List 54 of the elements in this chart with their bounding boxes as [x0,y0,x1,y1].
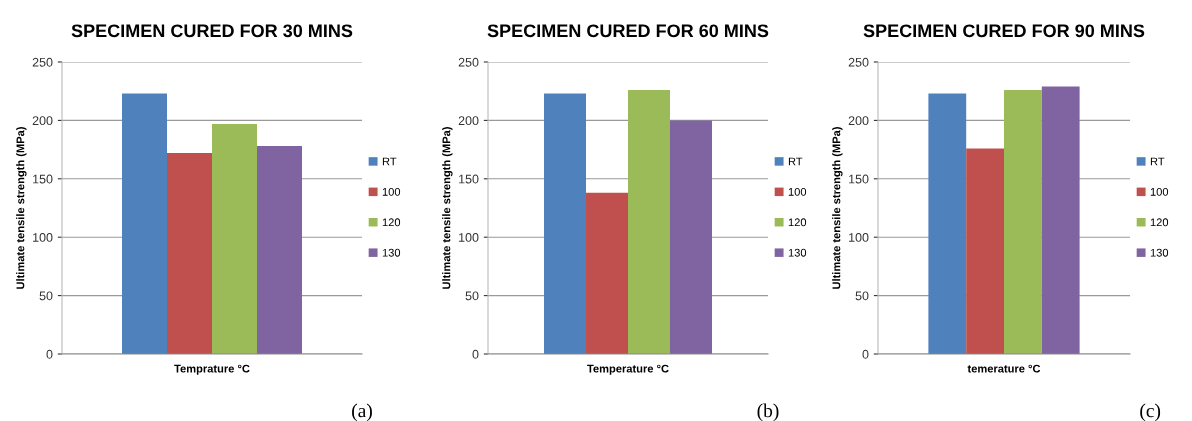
legend-label: 130 [382,248,401,257]
legend-label: 120 [788,218,807,227]
y-axis-title: Ultimate tensile strength (MPa) [832,127,843,289]
bar [122,93,167,354]
text: (c) [1140,403,1161,421]
legend-label: 120 [382,218,401,227]
y-tick-label: 100 [849,233,869,242]
legend-label: 130 [788,248,807,257]
y-tick-label: 100 [459,233,479,242]
x-axis-title: temerature °C [967,364,1041,373]
y-tick-label: 200 [32,116,53,126]
bar [586,192,628,354]
chart-title: SPECIMEN CURED FOR 60 MINS [487,24,769,38]
y-tick-label: 50 [465,291,479,301]
y-tick-label: 200 [848,116,869,126]
y-tick-label: 0 [862,349,869,359]
bar [212,123,257,354]
bar [1004,90,1042,354]
chart-title: SPECIMEN CURED FOR 90 MINS [863,24,1145,38]
y-tick-label: 250 [458,57,479,67]
y-axis-title: Ultimate tensile strength (MPa) [16,127,27,289]
bar [670,120,712,354]
legend-label: 130 [1150,248,1169,257]
bar [544,93,586,354]
legend-label: RT [382,157,397,166]
bar [167,153,212,354]
x-axis-title: Temprature °C [174,364,250,375]
legend-label: RT [788,157,803,166]
bar [928,93,967,354]
y-tick-label: 150 [849,174,869,184]
y-tick-label: 150 [33,174,53,184]
bar [628,90,670,354]
bar [1041,86,1080,354]
y-tick-label: 50 [39,291,53,301]
legend-label: 100 [1150,187,1169,196]
text: (b) [757,403,779,421]
bar [257,146,302,354]
bar [966,148,1004,354]
y-axis-title: Ultimate tensile strength (MPa) [442,127,453,289]
legend-label: 100 [788,187,807,196]
y-tick-label: 0 [46,349,53,359]
y-tick-label: 200 [458,116,479,126]
y-tick-label: 0 [472,349,479,359]
chart-title: SPECIMEN CURED FOR 30 MINS [71,24,353,38]
y-tick-label: 100 [33,233,53,242]
legend-label: 120 [1150,218,1169,227]
y-tick-label: 250 [848,57,869,67]
text: (a) [352,403,372,421]
legend-label: 100 [382,187,401,196]
y-tick-label: 250 [32,57,53,67]
y-tick-label: 50 [855,291,869,301]
y-tick-label: 150 [459,174,479,184]
legend-label: RT [1150,157,1165,166]
x-axis-title: Temperature °C [587,364,669,375]
